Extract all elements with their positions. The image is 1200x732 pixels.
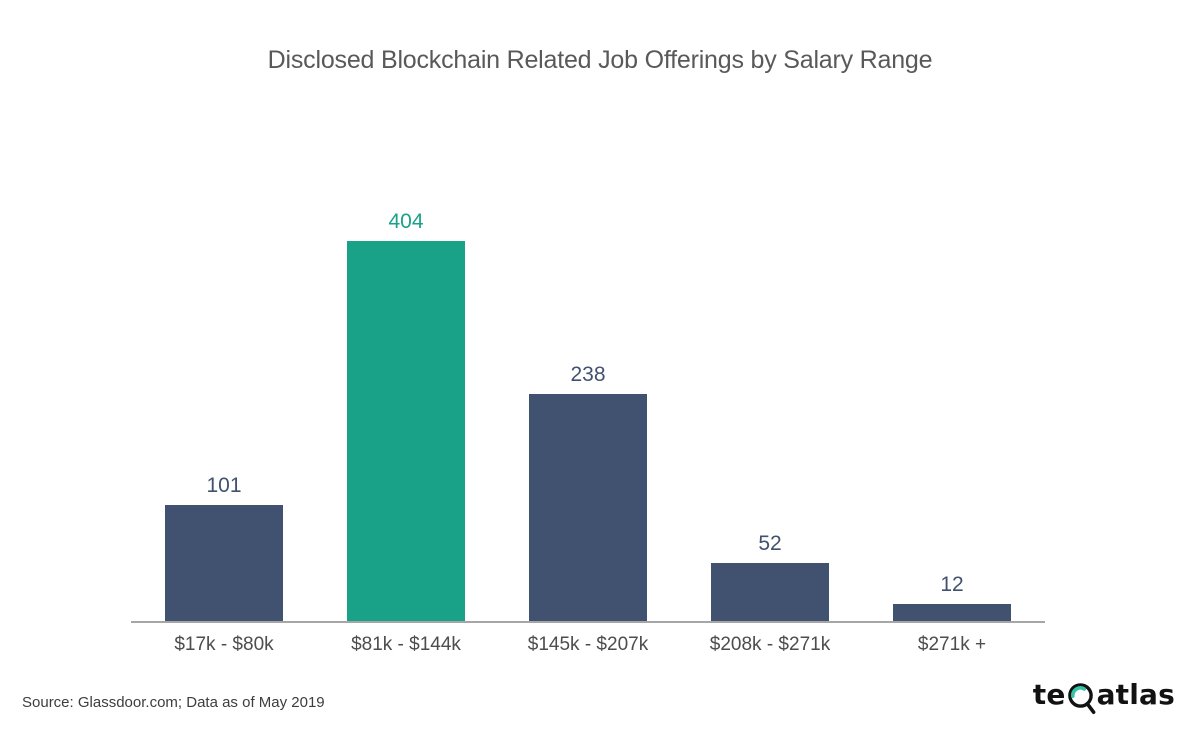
source-note: Source: Glassdoor.com; Data as of May 20… xyxy=(22,694,325,711)
value-label: 238 xyxy=(570,363,606,386)
chart-title: Disclosed Blockchain Related Job Offerin… xyxy=(267,46,933,74)
category-label: $208k - $271k xyxy=(709,634,831,655)
logo-text-suffix: atlas xyxy=(1096,678,1175,711)
q-accent-arc xyxy=(1070,686,1086,698)
bar-column: 404 xyxy=(315,211,497,622)
q-ring xyxy=(1067,683,1093,708)
brand-logo: te atlas xyxy=(1032,678,1175,719)
plot-area: 101 404 238 52 12 xyxy=(133,210,1043,622)
category-label: $17k - $80k xyxy=(174,634,274,655)
value-label: 404 xyxy=(388,210,424,233)
bar xyxy=(165,505,283,622)
value-label: 52 xyxy=(758,532,782,555)
logo-text-prefix: te xyxy=(1032,678,1066,711)
bar-column: 52 xyxy=(679,533,861,622)
q-tail xyxy=(1085,702,1095,715)
x-axis-line xyxy=(131,621,1045,623)
bar-column: 101 xyxy=(133,475,315,622)
bar-column: 12 xyxy=(861,574,1043,622)
category-label: $271k + xyxy=(917,634,987,655)
value-label: 101 xyxy=(206,474,242,497)
category-label: $81k - $144k xyxy=(351,634,461,655)
category-axis: $17k - $80k $81k - $144k $145k - $207k $208… xyxy=(133,634,1043,656)
bar xyxy=(347,241,465,622)
bar xyxy=(529,394,647,622)
magnifier-q-icon xyxy=(1067,683,1095,715)
bar-column: 238 xyxy=(497,364,679,622)
bar xyxy=(711,563,829,622)
category-label: $145k - $207k xyxy=(527,634,649,655)
bar xyxy=(893,604,1011,622)
value-label: 12 xyxy=(940,573,964,596)
